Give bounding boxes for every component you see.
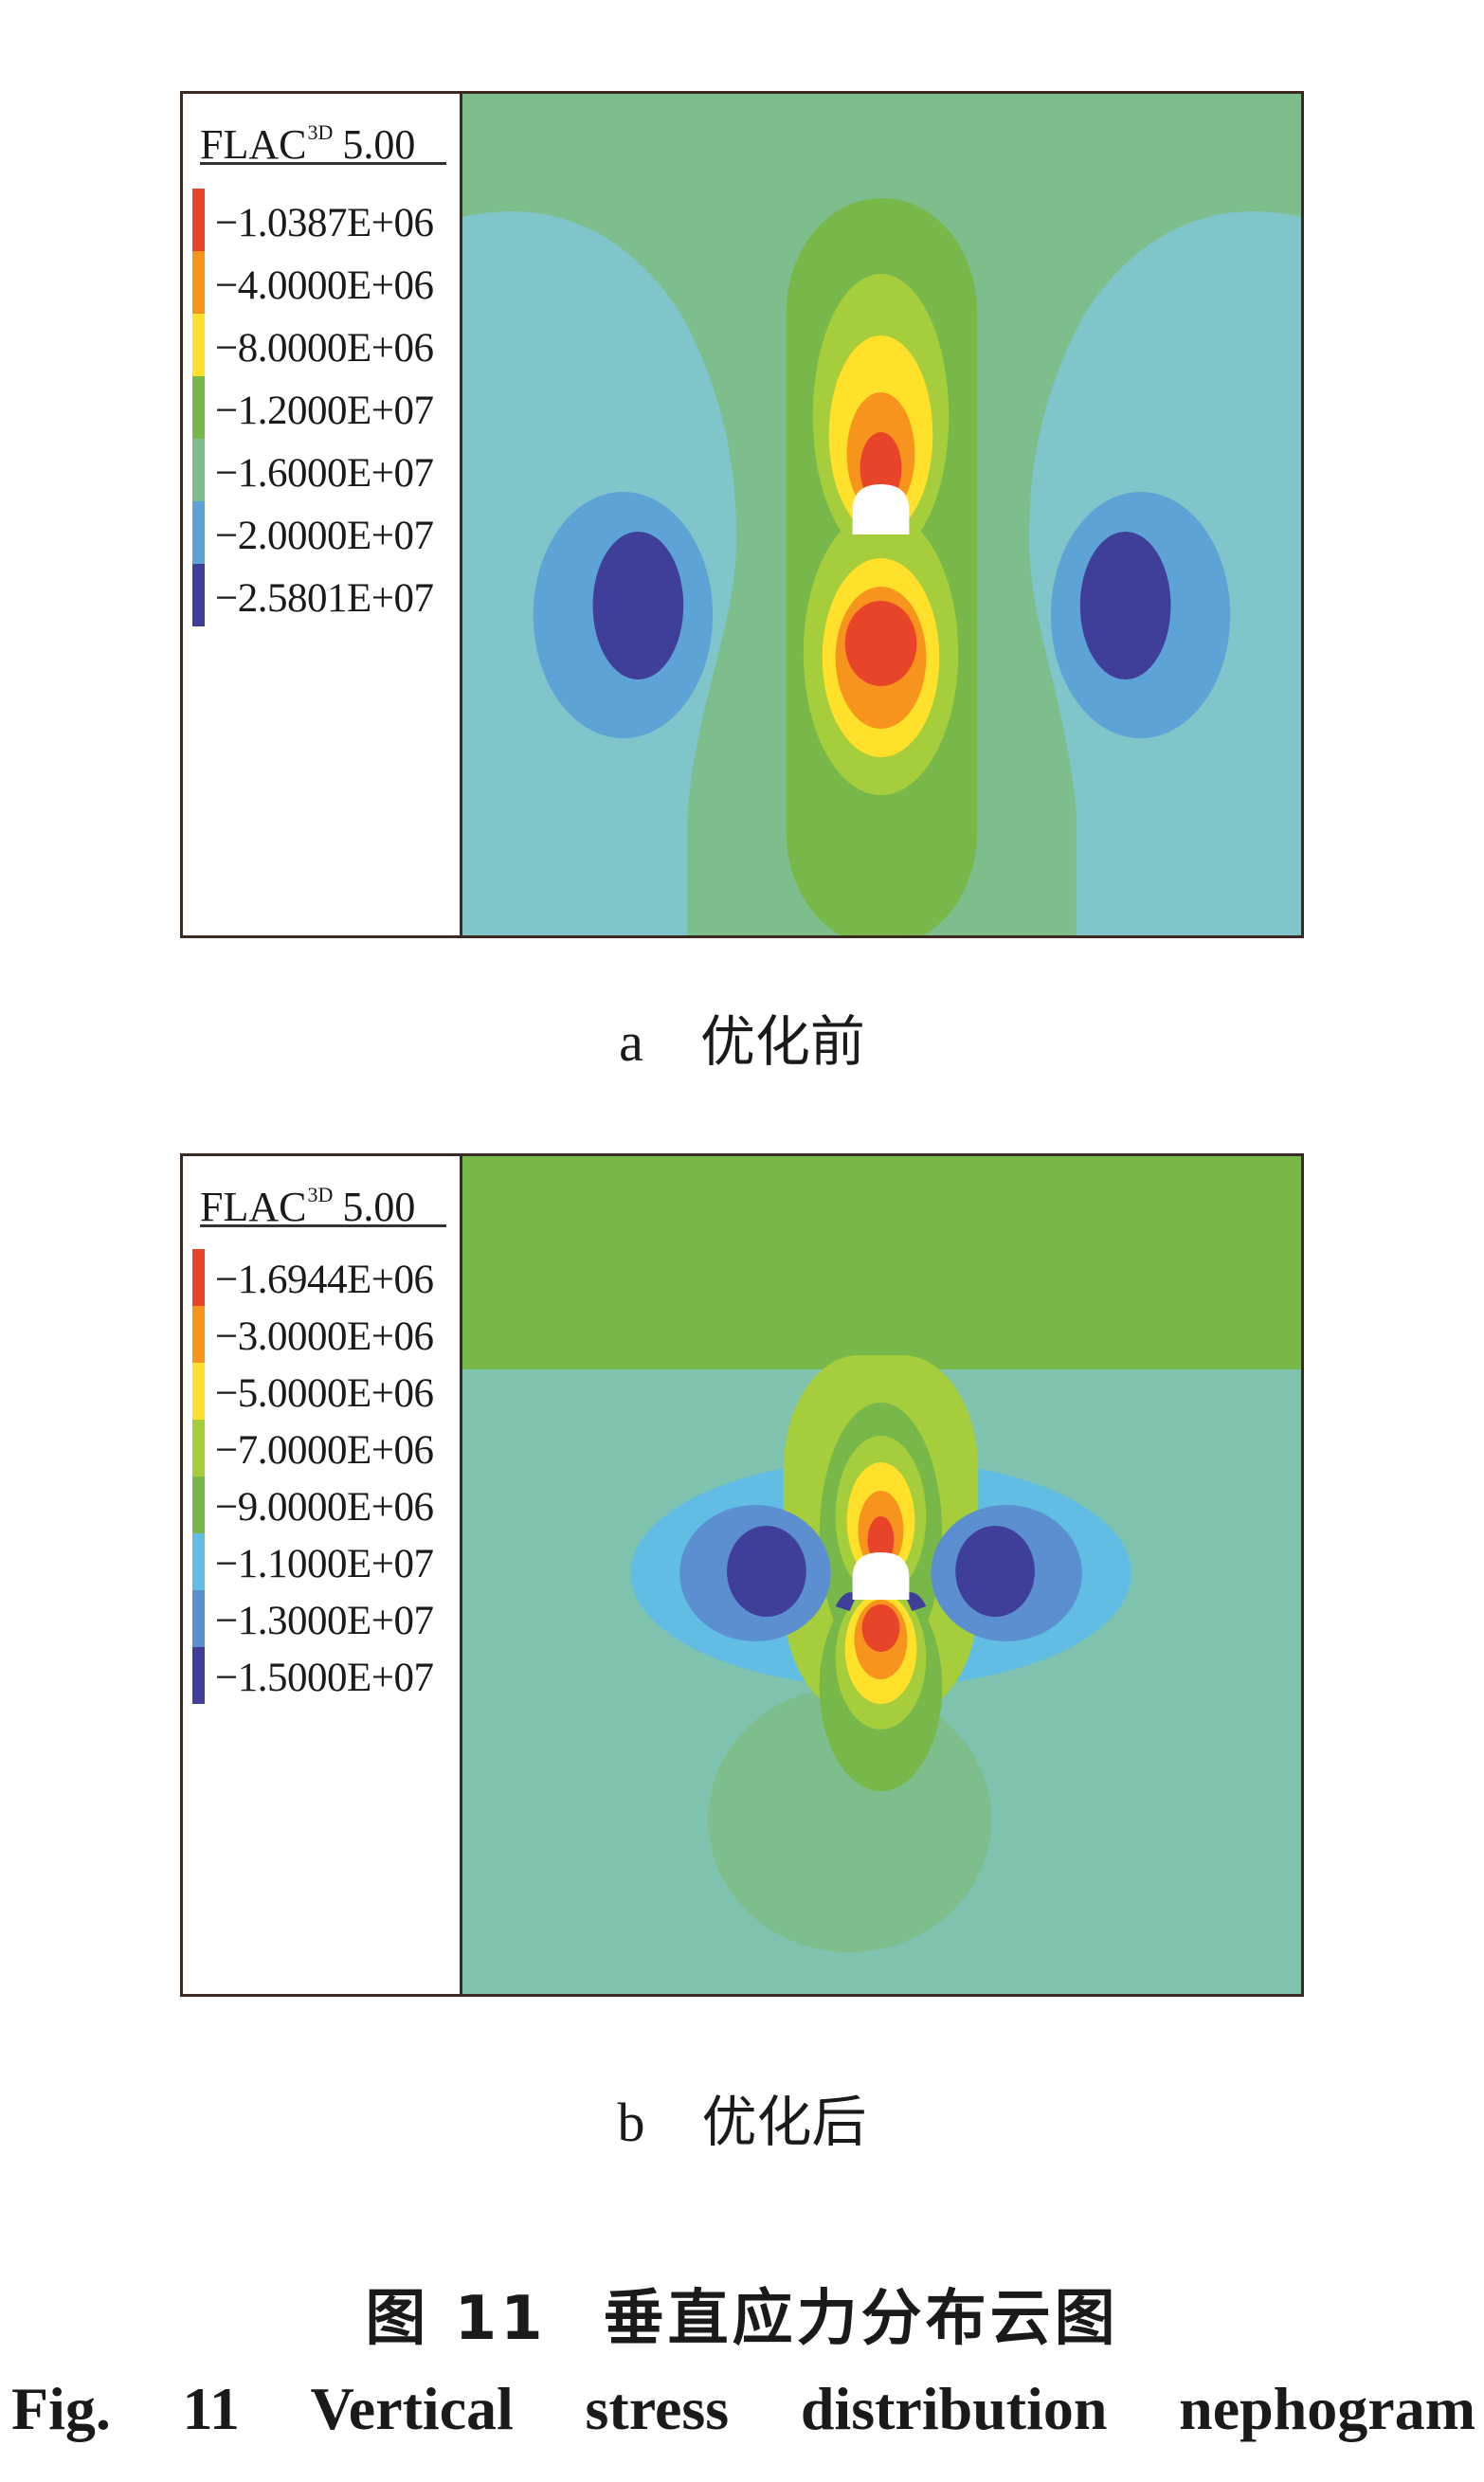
legend-label: −1.5000E+07 — [215, 1656, 434, 1700]
legend-entry: −7.0000E+06 — [192, 1420, 458, 1482]
legend-swatch — [192, 376, 205, 439]
contour-plot-a — [462, 94, 1301, 935]
software-superscript: 3D — [307, 1183, 334, 1206]
legend-label: −3.0000E+06 — [215, 1314, 434, 1359]
stress-contour-a — [462, 94, 1301, 935]
legend-swatch — [192, 1533, 205, 1590]
caption-text: 优化前 — [699, 1011, 865, 1073]
software-version: 5.00 — [342, 121, 416, 168]
legend-swatch — [192, 501, 205, 564]
contour-region — [835, 1592, 858, 1611]
caption-letter: b — [617, 2092, 645, 2153]
legend-label: −2.5801E+07 — [215, 576, 434, 621]
legend-entry: −1.3000E+07 — [192, 1590, 458, 1653]
legend-swatch — [192, 1363, 205, 1420]
contour-region — [1079, 532, 1171, 679]
legend-swatch — [192, 564, 205, 626]
legend-label: −1.2000E+07 — [215, 389, 434, 433]
legend-label: −4.0000E+06 — [215, 263, 434, 308]
legend-label: −5.0000E+06 — [215, 1371, 434, 1416]
software-version: 5.00 — [342, 1184, 416, 1230]
legend-entry: −1.0387E+06 — [192, 189, 458, 251]
caption-panel-a: a 优化前 — [0, 1009, 1484, 1076]
legend-entry: −2.0000E+07 — [192, 501, 458, 564]
legend-entry: −9.0000E+06 — [192, 1477, 458, 1539]
legend-swatch — [192, 1420, 205, 1477]
roadway-opening — [852, 484, 910, 534]
legend-entry: −1.6000E+07 — [192, 439, 458, 501]
contour-region — [592, 532, 684, 679]
legend-label: −1.3000E+07 — [215, 1599, 434, 1643]
roadway-opening — [852, 1552, 910, 1600]
legend-entry: −1.5000E+07 — [192, 1647, 458, 1710]
title-word: distribution — [800, 2375, 1108, 2442]
legend-label: −9.0000E+06 — [215, 1485, 434, 1530]
legend-entry: −1.1000E+07 — [192, 1533, 458, 1596]
legend-entry: −1.2000E+07 — [192, 376, 458, 439]
legend-label: −1.0387E+06 — [215, 201, 434, 245]
contour-panel-b: FLAC3D 5.00 −1.6944E+06 −3.0000E+06 −5.0000… — [180, 1153, 1304, 1997]
title-word: 11 — [182, 2375, 240, 2442]
legend-entry: −8.0000E+06 — [192, 314, 458, 376]
legend-entry: −3.0000E+06 — [192, 1306, 458, 1368]
legend-label: −8.0000E+06 — [215, 326, 434, 371]
legend-swatch — [192, 1477, 205, 1533]
software-name: FLAC — [200, 121, 307, 168]
contour-region — [861, 1604, 900, 1652]
legend-swatch — [192, 314, 205, 376]
caption-text: 优化后 — [701, 2092, 867, 2153]
figure-title-chinese: 图 11 垂直应力分布云图 — [0, 2270, 1484, 2357]
contour-region — [844, 601, 917, 686]
title-word: Vertical — [310, 2375, 514, 2442]
software-name: FLAC — [200, 1184, 307, 1230]
figure-title-english: Fig. 11 Vertical stress distribution nep… — [11, 2374, 1475, 2444]
caption-letter: a — [619, 1011, 643, 1073]
legend-swatch — [192, 439, 205, 501]
contour-region — [955, 1526, 1035, 1617]
figure-title-text: 垂直应力分布云图 — [603, 2284, 1119, 2354]
title-word: Fig. — [11, 2375, 111, 2442]
legend-swatch — [192, 1249, 205, 1306]
legend-swatch — [192, 1306, 205, 1363]
contour-plot-b — [462, 1156, 1301, 1994]
contour-region — [904, 1592, 927, 1611]
legend-title: FLAC3D 5.00 — [200, 103, 446, 168]
contour-region — [867, 1516, 895, 1564]
figure-number: 图 11 — [365, 2284, 547, 2354]
legend-title: FLAC3D 5.00 — [200, 1166, 446, 1230]
stress-contour-b — [462, 1156, 1301, 1994]
software-superscript: 3D — [307, 120, 334, 144]
legend-label: −1.1000E+07 — [215, 1542, 434, 1586]
legend-entry: −4.0000E+06 — [192, 251, 458, 314]
legend-swatch — [192, 251, 205, 314]
title-word: nephogram — [1179, 2375, 1475, 2442]
legend-panel-a: FLAC3D 5.00 −1.0387E+06 −4.0000E+06 −8.0000… — [183, 94, 462, 935]
legend-label: −1.6000E+07 — [215, 451, 434, 496]
contour-panel-a: FLAC3D 5.00 −1.0387E+06 −4.0000E+06 −8.0000… — [180, 91, 1304, 938]
legend-panel-b: FLAC3D 5.00 −1.6944E+06 −3.0000E+06 −5.0000… — [183, 1156, 462, 1994]
title-word: stress — [585, 2375, 730, 2442]
legend-entry: −5.0000E+06 — [192, 1363, 458, 1425]
legend-label: −1.6944E+06 — [215, 1258, 434, 1302]
legend-swatch — [192, 1590, 205, 1647]
legend-swatch — [192, 1647, 205, 1704]
legend-entry: −2.5801E+07 — [192, 564, 458, 626]
legend-label: −7.0000E+06 — [215, 1428, 434, 1473]
contour-region — [462, 1156, 1301, 1369]
contour-region — [727, 1526, 806, 1617]
legend-entry: −1.6944E+06 — [192, 1249, 458, 1312]
caption-panel-b: b 优化后 — [0, 2090, 1484, 2156]
legend-swatch — [192, 189, 205, 251]
legend-label: −2.0000E+07 — [215, 514, 434, 558]
